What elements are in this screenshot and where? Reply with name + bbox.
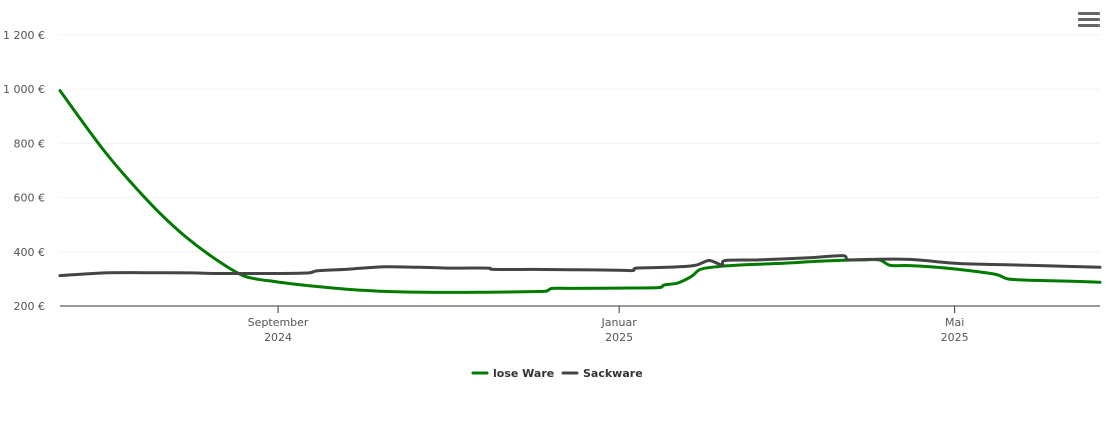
legend[interactable]: lose Ware Sackware: [471, 367, 643, 380]
legend-item-lose-ware[interactable]: lose Ware: [471, 367, 554, 380]
y-tick-label: 800 €: [14, 137, 46, 150]
y-axis: 200 € 400 € 600 € 800 € 1 000 € 1 200 €: [3, 29, 45, 313]
plot-area: [58, 89, 1102, 294]
x-tick-label: Mai: [945, 316, 964, 329]
x-axis: September 2024 Januar 2025 Mai 2025: [60, 305, 1100, 344]
x-tick-year-label: 2025: [605, 331, 633, 344]
gridlines: [60, 34, 1100, 253]
series-line-sackware: [58, 254, 1102, 278]
y-tick-label: 400 €: [14, 246, 46, 259]
x-tick-year-label: 2025: [941, 331, 969, 344]
y-tick-label: 1 000 €: [3, 83, 45, 96]
x-tick-label: Januar: [601, 316, 638, 329]
legend-label: lose Ware: [493, 367, 554, 380]
x-tick-label: September: [248, 316, 309, 329]
legend-item-sackware[interactable]: Sackware: [561, 367, 643, 380]
x-tick-year-label: 2024: [264, 331, 292, 344]
legend-label: Sackware: [583, 367, 643, 380]
series-line-lose-ware: [58, 89, 1102, 294]
y-tick-label: 1 200 €: [3, 29, 45, 42]
y-tick-label: 600 €: [14, 192, 46, 205]
hamburger-menu-icon[interactable]: [1078, 12, 1100, 32]
y-tick-label: 200 €: [14, 300, 46, 313]
